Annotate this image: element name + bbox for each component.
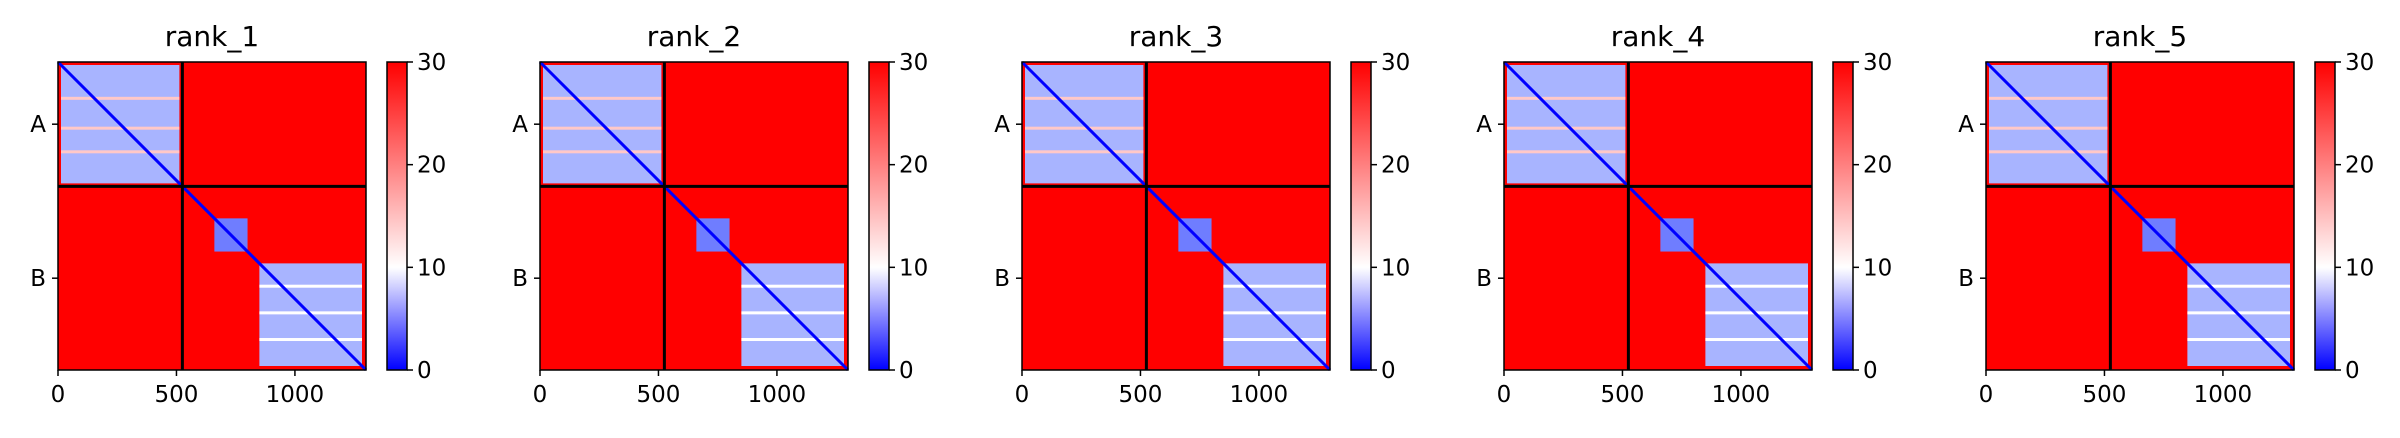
chain-a-stripe — [543, 126, 662, 130]
colorbar-tick-label: 0 — [2345, 358, 2360, 384]
colorbar-tick-label: 20 — [899, 153, 928, 179]
diagonal-line — [538, 60, 850, 372]
panel-title: rank_1 — [165, 20, 259, 53]
panel-title: rank_3 — [1129, 20, 1223, 53]
colorbar — [386, 61, 408, 371]
heatmap-panel-5: rank_5 A B 0 500 1000 0 10 20 30 — [1958, 20, 2374, 408]
x-tick-label: 500 — [1119, 382, 1163, 408]
y-tick-label: A — [30, 112, 46, 138]
colorbar-tick-label: 20 — [1863, 153, 1892, 179]
chain-b-stripe — [1223, 338, 1326, 342]
chain-a-stripe — [1989, 126, 2108, 130]
chain-a-stripe — [543, 96, 662, 100]
x-tick-label: 500 — [1601, 382, 1645, 408]
x-tick-label: 1000 — [1230, 382, 1289, 408]
panel-title: rank_4 — [1611, 20, 1705, 53]
colorbar-tick-label: 20 — [417, 153, 446, 179]
colorbar-tick-label: 20 — [1381, 153, 1410, 179]
y-tick-label: B — [994, 266, 1010, 292]
chain-b-stripe — [741, 338, 844, 342]
axes-frame — [1985, 61, 2295, 371]
y-tick-label: A — [1476, 112, 1492, 138]
x-tick-label: 0 — [51, 382, 66, 408]
chain-b-stripe — [259, 338, 362, 342]
axes-frame — [57, 61, 367, 371]
diagonal-line — [56, 60, 368, 372]
x-tick-label: 0 — [1497, 382, 1512, 408]
chain-b-stripe — [1705, 284, 1808, 288]
colorbar — [2314, 61, 2336, 371]
chain-b-stripe — [2187, 338, 2290, 342]
y-tick-label: B — [512, 266, 528, 292]
colorbar — [868, 61, 890, 371]
axes-frame — [1503, 61, 1813, 371]
chain-a-stripe — [61, 96, 180, 100]
colorbar-tick-label: 20 — [2345, 153, 2374, 179]
diagonal-line — [1984, 60, 2296, 372]
colorbar-tick-label: 10 — [2345, 255, 2374, 281]
chain-a-stripe — [543, 150, 662, 154]
colorbar-tick-label: 0 — [1381, 358, 1396, 384]
chain-a-stripe — [61, 150, 180, 154]
colorbar-tick-label: 30 — [899, 50, 928, 76]
x-tick-label: 1000 — [266, 382, 325, 408]
colorbar-tick-label: 0 — [417, 358, 432, 384]
y-tick-label: A — [994, 112, 1010, 138]
heatmap-panel-4: rank_4 A B 0 500 1000 0 10 20 30 — [1476, 20, 1892, 408]
colorbar-tick-label: 0 — [899, 358, 914, 384]
x-tick-label: 1000 — [1712, 382, 1771, 408]
heatmap-panel-2: rank_2 A B 0 500 1000 0 10 20 30 — [512, 20, 928, 408]
x-tick-label: 1000 — [2194, 382, 2253, 408]
diagonal-line — [1020, 60, 1332, 372]
panel-title: rank_5 — [2093, 20, 2187, 53]
colorbar-tick-label: 10 — [417, 255, 446, 281]
colorbar-tick-label: 10 — [1863, 255, 1892, 281]
y-tick-label: B — [1958, 266, 1974, 292]
colorbar-tick-label: 30 — [2345, 50, 2374, 76]
colorbar-tick-label: 10 — [1381, 255, 1410, 281]
x-tick-label: 0 — [533, 382, 548, 408]
x-tick-label: 500 — [637, 382, 681, 408]
colorbar — [1832, 61, 1854, 371]
colorbar-tick-label: 30 — [1381, 50, 1410, 76]
axes-frame — [1021, 61, 1331, 371]
chain-a-stripe — [61, 126, 180, 130]
chain-a-stripe — [1025, 150, 1144, 154]
chain-a-stripe — [1989, 150, 2108, 154]
diagonal-line — [1502, 60, 1814, 372]
x-tick-label: 500 — [155, 382, 199, 408]
chain-a-stripe — [1025, 96, 1144, 100]
x-tick-label: 1000 — [748, 382, 807, 408]
y-tick-label: B — [30, 266, 46, 292]
colorbar-tick-label: 30 — [417, 50, 446, 76]
heatmap-panel-3: rank_3 A B 0 500 1000 0 10 20 30 — [994, 20, 1410, 408]
colorbar — [1350, 61, 1372, 371]
heatmap-panel-1: rank_1 A B 0 500 1000 0 10 20 30 — [30, 20, 446, 408]
panel-title: rank_2 — [647, 20, 741, 53]
chain-a-stripe — [1025, 126, 1144, 130]
colorbar-tick-label: 0 — [1863, 358, 1878, 384]
colorbar-tick-label: 10 — [899, 255, 928, 281]
y-tick-label: A — [1958, 112, 1974, 138]
axes-frame — [539, 61, 849, 371]
chain-a-stripe — [1989, 96, 2108, 100]
x-tick-label: 500 — [2083, 382, 2127, 408]
chain-a-stripe — [1507, 150, 1626, 154]
x-tick-label: 0 — [1979, 382, 1994, 408]
chain-a-stripe — [1507, 126, 1626, 130]
x-tick-label: 0 — [1015, 382, 1030, 408]
chain-b-stripe — [1223, 284, 1326, 288]
y-tick-label: A — [512, 112, 528, 138]
chain-b-stripe — [2187, 284, 2290, 288]
y-tick-label: B — [1476, 266, 1492, 292]
colorbar-tick-label: 30 — [1863, 50, 1892, 76]
chain-a-stripe — [1507, 96, 1626, 100]
chain-b-stripe — [1705, 338, 1808, 342]
chain-b-stripe — [259, 284, 362, 288]
chain-b-stripe — [741, 284, 844, 288]
